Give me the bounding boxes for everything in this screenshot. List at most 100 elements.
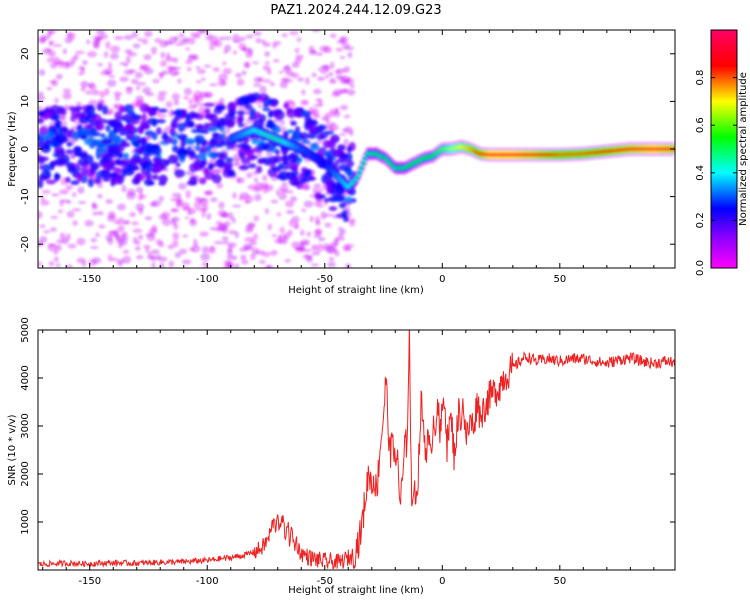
spectrogram-band-blob [174, 169, 185, 178]
spectrogram-noise-blob [261, 174, 268, 182]
spectrogram-band-blob [118, 128, 127, 136]
chart-title: PAZ1.2024.244.12.09.G23 [270, 3, 441, 18]
spectrogram-band-blob [169, 127, 176, 137]
spectrogram-noise-blob [72, 220, 78, 227]
spectrogram-noise-blob [185, 190, 191, 199]
spectrogram-band-blob [67, 164, 76, 174]
spectrogram-band-blob [38, 156, 50, 162]
spectrogram-noise-blob [318, 236, 326, 242]
spectrogram-band-blob [172, 145, 179, 153]
colorbar-tick-label: 0.4 [695, 165, 706, 181]
spectrogram-noise-blob [243, 122, 248, 129]
spectrogram-noise-blob [136, 82, 147, 86]
spectrogram-noise-blob [71, 208, 82, 212]
spectrogram-noise-blob [245, 34, 254, 39]
spectrogram-noise-blob [43, 230, 51, 234]
spectrogram-noise-blob [232, 204, 242, 208]
spectrogram-band-blob [324, 198, 330, 203]
spectrogram-noise-blob [274, 238, 282, 244]
spectrogram-noise-blob [330, 33, 337, 39]
spectrogram-band-blob [334, 158, 344, 164]
spectrogram-band-blob [204, 108, 211, 115]
spectrogram-band-blob [146, 158, 153, 165]
spectrogram-noise-blob [165, 100, 173, 108]
spectrogram-noise-blob [226, 254, 235, 261]
spectrogram-noise-blob [170, 197, 179, 202]
spectrogram-noise-blob [344, 66, 351, 73]
spectrogram-band-blob [246, 154, 257, 161]
spectrogram-band-blob [94, 178, 102, 184]
spectrogram-noise-blob [144, 30, 153, 38]
spectrogram-noise-blob [85, 39, 91, 45]
spectrogram-noise-blob [119, 76, 129, 83]
spectrogram-band-blob [38, 118, 44, 124]
spectrogram-band-blob [282, 155, 290, 165]
spectrogram-noise-blob [147, 251, 152, 257]
spectrogram-noise-blob [285, 200, 295, 208]
spectrogram-noise-blob [347, 51, 353, 59]
spectrogram-noise-blob [324, 222, 332, 228]
spectrogram-marks [38, 30, 675, 268]
spectrogram-noise-blob [237, 106, 247, 111]
spectrogram-noise-blob [327, 245, 336, 254]
spectrogram-noise-blob [240, 254, 247, 260]
spectrogram-band-blob [158, 108, 168, 113]
spectrogram-blobs [38, 30, 675, 268]
spectrogram-noise-blob [157, 94, 166, 102]
spectrogram-band-blob [283, 131, 289, 139]
spectrogram-noise-blob [77, 186, 85, 194]
spectrogram-band-blob [101, 138, 112, 145]
spectrogram-noise-blob [254, 193, 262, 202]
spectrogram-noise-blob [201, 210, 206, 218]
spectrogram-noise-blob [309, 215, 314, 223]
spectrogram-noise-blob [252, 233, 259, 241]
spectrogram-noise-blob [201, 77, 206, 81]
spectrogram-noise-blob [98, 224, 106, 229]
spectrogram-noise-blob [338, 88, 349, 94]
spectrogram-noise-blob [50, 62, 58, 69]
spectrogram-noise-blob [279, 81, 289, 89]
spectrogram-noise-blob [68, 32, 76, 41]
spectrogram-noise-blob [126, 188, 136, 196]
spectrogram-band-blob [150, 118, 159, 125]
spectrogram-noise-blob [197, 208, 207, 212]
spectrogram-noise-blob [289, 196, 298, 203]
spectrogram-noise-blob [244, 200, 250, 204]
spectrogram-noise-blob [57, 209, 63, 214]
spectrogram-noise-blob [245, 50, 253, 59]
spectrogram-noise-blob [67, 243, 77, 249]
spectrogram-noise-blob [61, 199, 70, 203]
spectrogram-noise-blob [159, 60, 168, 67]
spectrogram-band-blob [212, 132, 219, 138]
spectrogram-noise-blob [334, 107, 340, 113]
snr-y-label: SNR (10 * v/v) [7, 414, 18, 485]
spectrogram-noise-blob [252, 61, 259, 65]
spectrogram-noise-blob [320, 70, 327, 75]
spectrogram-noise-blob [208, 158, 217, 164]
spectrogram-noise-blob [284, 258, 291, 263]
spectrogram-noise-blob [305, 77, 310, 85]
spectrogram-noise-blob [178, 182, 187, 190]
spectrogram-noise-blob [253, 76, 262, 83]
spectrogram-band-blob [309, 176, 317, 181]
spectrogram-noise-blob [123, 34, 134, 40]
spectrogram-noise-blob [317, 67, 324, 72]
spectrogram-noise-blob [222, 67, 232, 75]
snr-x-tick-label: -50 [317, 576, 333, 587]
spectrogram-noise-blob [315, 98, 321, 103]
spectrogram-noise-blob [143, 54, 152, 61]
spectrogram-band-blob [125, 131, 135, 139]
spectrogram-noise-blob [279, 226, 285, 234]
spectrogram-noise-blob [238, 195, 244, 201]
spectrogram-band-blob [38, 174, 49, 181]
spectrogram-noise-blob [333, 239, 339, 247]
spectrogram-noise-blob [53, 249, 59, 255]
spectrogram-noise-blob [149, 201, 157, 207]
spectrogram-noise-blob [197, 102, 206, 107]
spectrogram-noise-blob [80, 85, 86, 92]
spectrogram-noise-blob [143, 67, 154, 75]
spectrogram-noise-blob [113, 35, 124, 41]
spectrogram-band-blob [346, 145, 353, 153]
spectrogram-band-blob [283, 102, 289, 110]
spectrogram-band-blob [258, 93, 269, 101]
